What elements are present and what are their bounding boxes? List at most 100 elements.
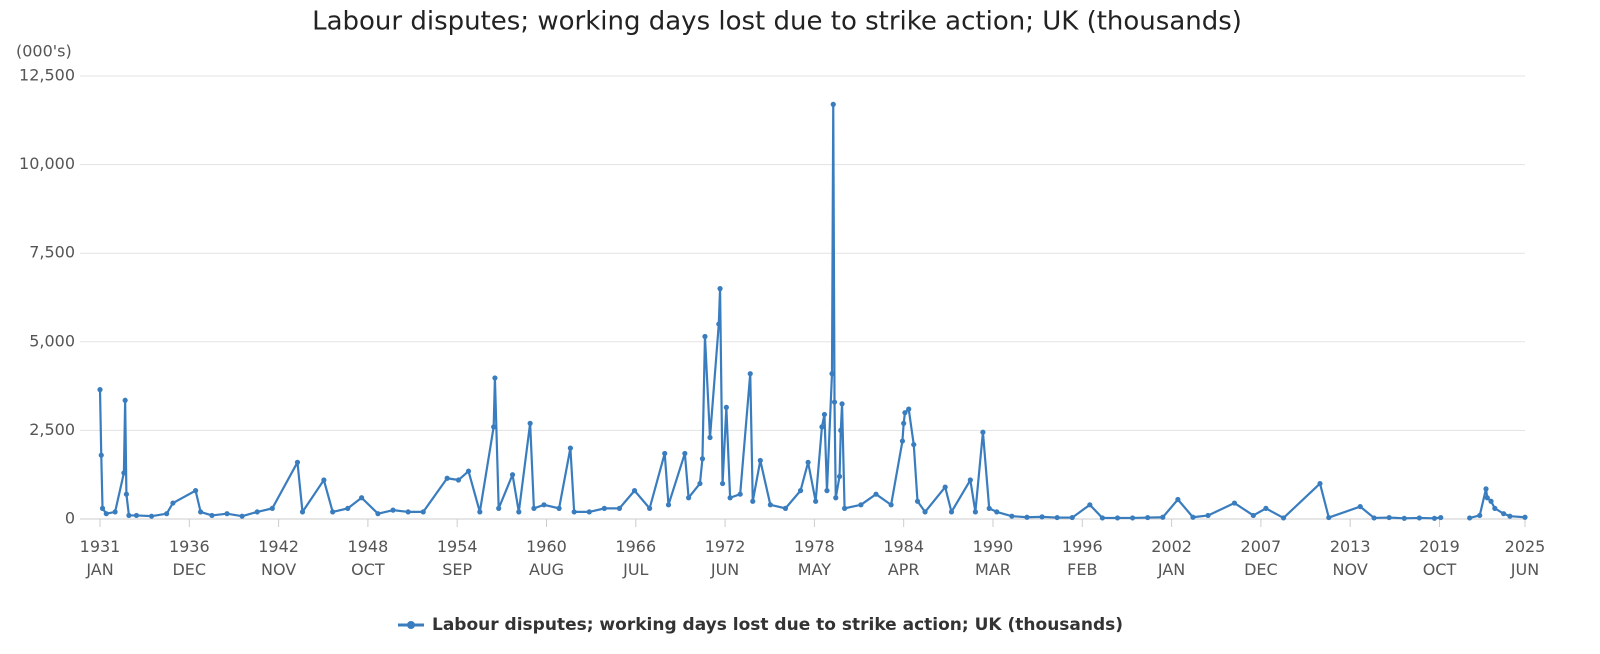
data-point bbox=[911, 441, 917, 448]
data-point bbox=[682, 450, 688, 457]
x-tick-label: 1978 MAY bbox=[794, 537, 835, 579]
data-point bbox=[164, 511, 170, 517]
data-point bbox=[821, 411, 828, 418]
data-point bbox=[994, 509, 1000, 515]
data-point bbox=[1483, 486, 1489, 492]
data-point bbox=[1009, 513, 1015, 519]
data-point bbox=[1039, 514, 1045, 520]
data-point bbox=[717, 286, 723, 292]
data-point bbox=[942, 484, 948, 490]
data-point bbox=[491, 424, 497, 430]
data-point bbox=[1250, 512, 1256, 519]
data-point bbox=[836, 473, 843, 480]
data-point bbox=[541, 502, 547, 508]
data-point bbox=[601, 505, 607, 511]
data-point bbox=[1114, 515, 1121, 521]
data-point bbox=[133, 512, 140, 519]
legend: Labour disputes; working days lost due t… bbox=[398, 615, 1123, 635]
data-point bbox=[914, 498, 921, 504]
data-point bbox=[98, 452, 104, 458]
data-point bbox=[1205, 512, 1211, 519]
data-point bbox=[571, 509, 577, 515]
data-point bbox=[390, 507, 396, 513]
data-point bbox=[1484, 495, 1490, 501]
data-point bbox=[299, 509, 306, 515]
x-tick-label: 2007 DEC bbox=[1241, 537, 1282, 579]
legend-label: Labour disputes; working days lost due t… bbox=[432, 615, 1123, 635]
x-tick-label: 1966 JUL bbox=[615, 537, 656, 579]
data-point bbox=[831, 399, 838, 405]
data-point bbox=[359, 495, 365, 501]
data-point bbox=[1371, 515, 1377, 521]
x-tick-label: 1931 JAN bbox=[80, 537, 121, 579]
data-point bbox=[269, 505, 275, 511]
data-point bbox=[1467, 515, 1473, 521]
data-point bbox=[747, 371, 753, 377]
data-point bbox=[1386, 514, 1392, 521]
data-point bbox=[1317, 480, 1323, 487]
y-tick-label: 2,500 bbox=[29, 420, 75, 439]
data-point bbox=[1069, 514, 1075, 521]
data-point bbox=[1416, 515, 1422, 521]
data-point bbox=[1087, 502, 1093, 508]
data-point bbox=[1488, 498, 1494, 504]
x-tick-label: 2002 JAN bbox=[1151, 537, 1192, 579]
data-point bbox=[1477, 512, 1483, 519]
x-tick-label: 2013 NOV bbox=[1330, 537, 1371, 579]
x-tick-label: 1936 DEC bbox=[169, 537, 210, 579]
data-point bbox=[112, 509, 118, 515]
data-point bbox=[254, 509, 260, 515]
data-point bbox=[1501, 511, 1507, 517]
data-point bbox=[1263, 505, 1269, 511]
data-point bbox=[97, 387, 103, 393]
data-point bbox=[922, 509, 928, 515]
data-point bbox=[702, 333, 708, 340]
y-tick-label: 5,000 bbox=[29, 331, 75, 350]
data-point bbox=[662, 450, 668, 457]
data-point bbox=[767, 502, 773, 508]
data-point bbox=[719, 480, 726, 487]
data-point bbox=[477, 509, 483, 515]
data-point bbox=[209, 512, 215, 519]
data-point bbox=[99, 505, 106, 511]
data-point bbox=[858, 502, 864, 508]
data-point bbox=[126, 512, 132, 519]
data-point bbox=[1401, 515, 1407, 521]
data-point bbox=[1492, 505, 1498, 511]
data-point bbox=[123, 491, 130, 497]
data-line bbox=[98, 103, 1441, 520]
data-point bbox=[833, 495, 839, 501]
data-point bbox=[757, 457, 763, 464]
data-point bbox=[122, 397, 128, 403]
data-point bbox=[375, 511, 381, 517]
data-point bbox=[516, 509, 522, 515]
data-point bbox=[665, 502, 672, 508]
data-point bbox=[509, 472, 516, 478]
data-point bbox=[616, 505, 623, 511]
data-point bbox=[1326, 514, 1332, 521]
data-point bbox=[1507, 513, 1513, 519]
data-point bbox=[345, 505, 351, 511]
data-point bbox=[873, 491, 879, 497]
data-point bbox=[1099, 515, 1106, 521]
data-point bbox=[1280, 515, 1287, 521]
data-point bbox=[1231, 500, 1238, 506]
chart-title: Labour disputes; working days lost due t… bbox=[312, 7, 1242, 37]
y-axis-label: (000's) bbox=[16, 42, 72, 61]
data-point bbox=[420, 509, 426, 515]
x-tick-label: 1996 FEB bbox=[1062, 537, 1103, 579]
data-point bbox=[948, 509, 955, 515]
data-point bbox=[782, 505, 789, 511]
data-point bbox=[1431, 515, 1438, 521]
data-point bbox=[465, 468, 472, 474]
data-point bbox=[750, 498, 756, 504]
data-point bbox=[829, 371, 835, 377]
data-point bbox=[647, 505, 653, 511]
data-point bbox=[967, 477, 973, 483]
data-point bbox=[321, 477, 327, 483]
data-point bbox=[902, 410, 908, 416]
data-point bbox=[901, 420, 907, 426]
data-point bbox=[737, 491, 743, 497]
data-point bbox=[716, 321, 722, 327]
data-point bbox=[986, 505, 992, 511]
